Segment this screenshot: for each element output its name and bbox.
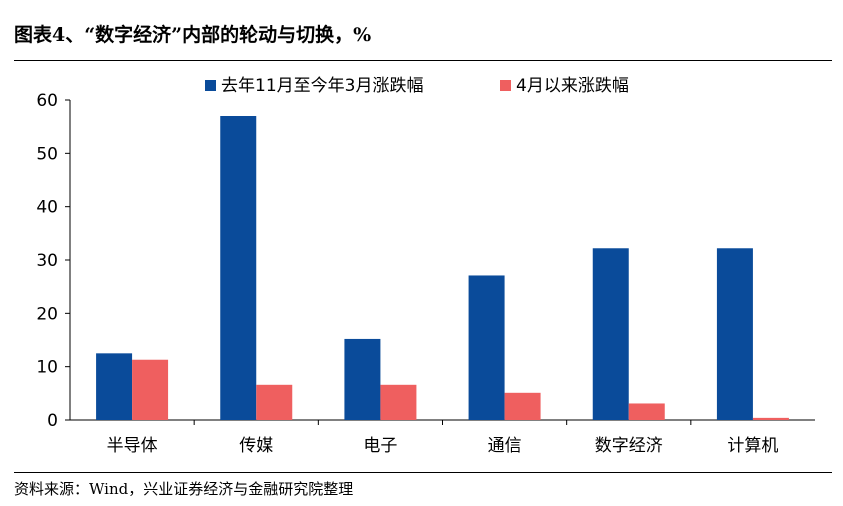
bar-series-1 xyxy=(468,275,505,420)
y-tick-label: 10 xyxy=(36,358,58,378)
bar-series-1 xyxy=(716,248,753,420)
x-tick-label: 数字经济 xyxy=(595,436,663,456)
x-tick-label: 传媒 xyxy=(239,436,273,456)
bar-series-1 xyxy=(592,248,629,420)
x-tick-label: 计算机 xyxy=(727,436,778,456)
y-tick-label: 60 xyxy=(36,91,58,111)
source-note: 资料来源：Wind，兴业证券经济与金融研究院整理 xyxy=(14,480,354,498)
bar-series-2 xyxy=(504,392,541,420)
legend-swatch xyxy=(500,80,511,91)
bar-series-2 xyxy=(256,384,293,420)
bar-series-1 xyxy=(220,116,257,420)
bar-series-2 xyxy=(380,384,417,420)
chart-legend: 去年11月至今年3月涨跌幅 4月以来涨跌幅 xyxy=(205,76,629,96)
y-tick-label: 50 xyxy=(36,144,58,164)
legend-swatch xyxy=(205,80,216,91)
x-tick-label: 通信 xyxy=(488,436,522,456)
legend-label: 4月以来涨跌幅 xyxy=(516,76,629,96)
bar-series-2 xyxy=(628,403,665,420)
y-tick-label: 0 xyxy=(47,411,58,431)
top-rule xyxy=(14,60,832,61)
chart-bars xyxy=(96,116,789,420)
bar-series-2 xyxy=(132,359,169,420)
x-tick-label: 半导体 xyxy=(107,436,158,456)
y-tick-label: 40 xyxy=(36,198,58,218)
legend-label: 去年11月至今年3月涨跌幅 xyxy=(221,76,423,96)
x-tick-label: 电子 xyxy=(363,436,397,456)
chart-axes: 0 10 20 30 40 50 60 半导体 传媒 电子 通信 数字经济 计算机 xyxy=(36,91,815,456)
bar-series-1 xyxy=(96,353,133,420)
bar-series-1 xyxy=(344,338,381,420)
bottom-rule xyxy=(14,472,832,473)
y-tick-label: 20 xyxy=(36,304,58,324)
bar-series-2 xyxy=(752,417,789,420)
chart-title: 图表4、“数字经济”内部的轮动与切换，% xyxy=(14,24,372,46)
y-tick-label: 30 xyxy=(36,251,58,271)
